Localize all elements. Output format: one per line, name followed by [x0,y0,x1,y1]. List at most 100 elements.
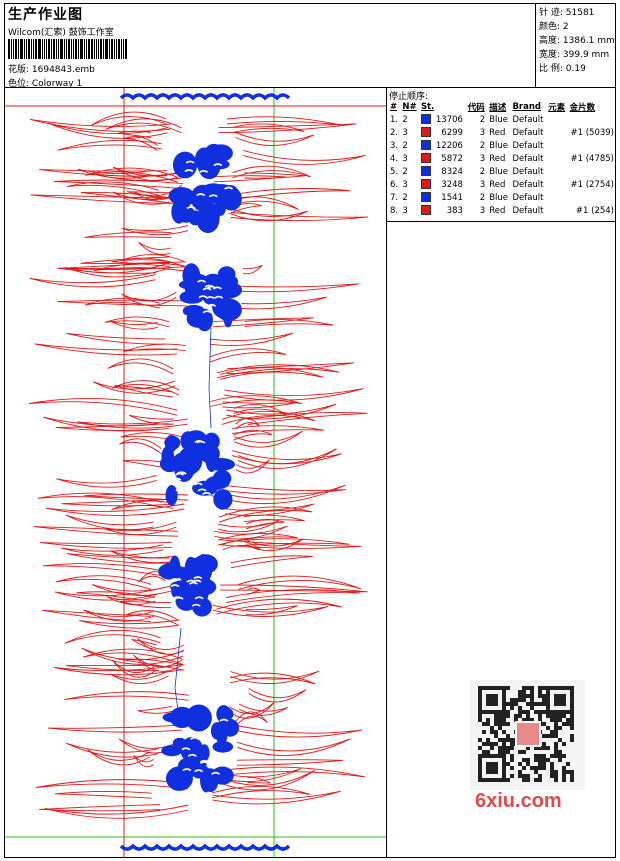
table-row: 3. 2 12206 2 Blue Default [388,139,616,152]
scroll-stroke [84,297,160,309]
row-brand: Default [512,179,544,190]
table-row: 7. 2 1541 2 Blue Default [388,191,616,204]
scroll-stroke [228,702,275,719]
stop-sequence-table: # N# St. 代码 描述 Brand 元素 金片数 1. 2 13706 2 Blu… [388,101,616,217]
scroll-stroke [214,525,288,540]
barcode-bar [35,39,37,59]
flower-blob [185,430,207,447]
scroll-stroke [219,367,324,380]
barcode-bar [51,39,52,59]
barcode-bar [31,39,32,59]
flower-highlight [193,482,203,486]
scroll-stroke [107,358,174,375]
row-code: 2 [479,114,486,125]
scroll-stroke [219,584,368,593]
barcode-bar [114,39,115,59]
scroll-stroke [66,742,159,758]
row-code: 3 [479,127,486,138]
flower-highlight [211,771,221,775]
scroll-stroke [61,498,176,507]
row-desc: Red [489,205,506,216]
row-num: 6. [390,179,399,190]
scroll-stroke [242,264,263,275]
row-num: 8. [390,205,399,216]
flower-blob [200,766,213,793]
scroll-stroke [247,777,271,784]
color-swatch [420,127,431,138]
barcode-bar [11,39,12,59]
table-header-row: # N# St. 代码 描述 Brand 元素 金片数 [388,101,616,113]
scroll-stroke [137,705,173,714]
color-swatch [420,140,431,151]
header-info: 生产作业图 Wilcom(汇索) 鼓饰工作室 花版: 1694843.emb 色… [6,3,536,89]
scroll-stroke [212,790,341,805]
scroll-stroke [37,492,163,508]
flower-highlight [212,286,222,290]
scroll-stroke [225,503,315,517]
stats-panel: 针 迹: 51581 颜色: 2 高度: 1386.1 mm 宽度: 399.9… [535,3,616,87]
flower-highlight [177,471,187,475]
row-element [546,113,567,126]
scroll-stroke [232,123,305,133]
flower-highlight [208,194,218,198]
flower-highlight [194,596,204,600]
row-element [546,139,567,152]
table-row: 6. 3 3248 3 Red Default #1 (2754) [388,178,616,191]
scroll-stroke [85,167,178,183]
scroll-stroke [138,571,166,583]
barcode-bar [121,39,122,59]
scroll-stroke [45,503,185,516]
color-swatch [420,205,431,216]
flower-highlight [205,296,215,300]
scroll-stroke [218,520,279,533]
row-sequin: #1 (2754) [570,179,615,190]
color-swatch [420,166,431,177]
row-num: 2. [390,127,399,138]
table-row: 4. 3 5872 3 Red Default #1 (4785) [388,152,616,165]
row-element [546,126,567,139]
scroll-stroke [64,629,161,644]
flower-blob [182,263,201,288]
jump-thread [208,327,212,429]
scroll-stroke [55,791,152,799]
barcode-bar [56,39,57,59]
flower-highlight [198,295,208,299]
scroll-stroke [120,432,184,443]
row-desc: Blue [489,140,509,151]
scroll-stroke [231,450,342,465]
barcode-bar [15,39,17,59]
scroll-stroke [57,139,162,151]
color-swatch [420,114,431,125]
scroll-stroke [104,316,170,328]
row-element [546,178,567,191]
row-stitches: 12206 [419,139,466,152]
scroll-stroke [213,175,286,183]
col-sequin: 金片数 [569,103,596,113]
scroll-stroke [222,401,296,409]
scroll-stroke [39,804,161,812]
flower-blob [212,741,234,753]
page-frame [4,3,616,858]
scroll-stroke [55,423,169,431]
col-element: 元素 [548,103,566,113]
barcode-bar [20,39,23,59]
scroll-stroke [209,332,294,347]
scroll-stroke [232,165,311,179]
flower-highlight [196,193,206,197]
flower-blob [196,308,214,332]
scroll-stroke [211,785,311,799]
barcode-bar [96,39,97,59]
flower-blob [179,596,204,610]
table-row: 2. 3 6299 3 Red Default #1 (5039) [388,126,616,139]
barcode-bar [125,39,127,59]
scroll-stroke [231,425,324,434]
barcode [8,39,146,59]
scroll-stroke [29,397,178,416]
flower-blob [218,307,230,318]
flower-highlight [191,603,201,607]
scroll-stroke [29,274,156,288]
flower-highlight [197,279,206,283]
row-needle: 3 [402,205,408,216]
scroll-stroke [57,267,157,274]
scroll-stroke [229,672,316,685]
